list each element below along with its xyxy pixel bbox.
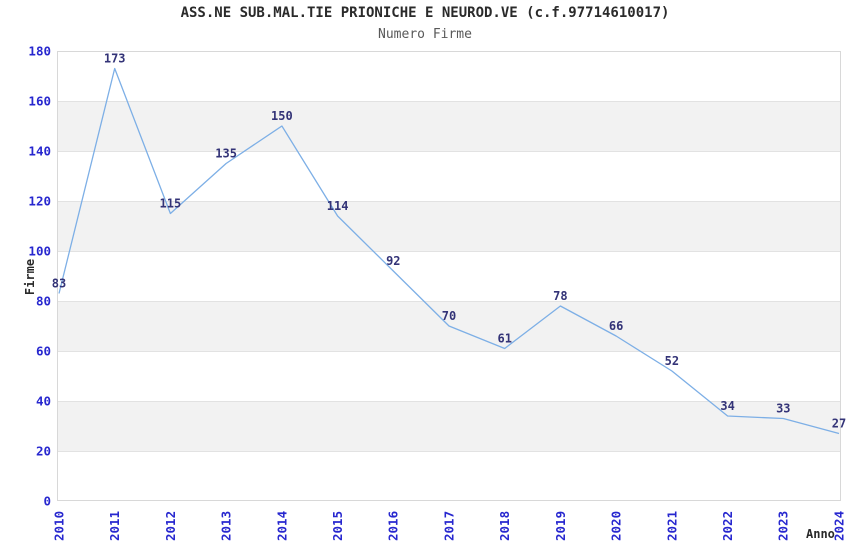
x-tick-label: 2012 — [163, 511, 178, 541]
x-tick-label: 2022 — [720, 511, 735, 541]
x-tick-label: 2024 — [831, 511, 846, 541]
y-grid-band — [57, 401, 841, 451]
y-grid-band — [57, 201, 841, 251]
y-tick-label: 20 — [36, 443, 51, 458]
data-point-label: 135 — [215, 147, 237, 161]
x-tick-label: 2017 — [441, 511, 456, 541]
data-point-label: 52 — [665, 354, 679, 368]
x-tick-label: 2015 — [330, 511, 345, 541]
x-axis-title: Anno — [806, 527, 835, 541]
y-tick-label: 40 — [36, 393, 51, 408]
data-point-label: 92 — [386, 254, 400, 268]
x-tick-label: 2018 — [497, 511, 512, 541]
data-point-label: 150 — [271, 109, 293, 123]
data-point-label: 61 — [497, 332, 511, 346]
data-line — [58, 67, 840, 435]
x-tick-label: 2010 — [51, 511, 66, 541]
x-tick-label: 2023 — [776, 511, 791, 541]
data-point-label: 34 — [720, 399, 734, 413]
x-tick-label: 2019 — [553, 511, 568, 541]
y-tick-label: 140 — [28, 143, 51, 158]
plot-border — [57, 51, 841, 501]
x-tick-label: 2013 — [218, 511, 233, 541]
y-tick-label: 180 — [28, 43, 51, 58]
x-tick-label: 2014 — [274, 511, 289, 541]
x-tick-label: 2011 — [107, 511, 122, 541]
data-point-label: 27 — [832, 417, 846, 431]
y-tick-label: 100 — [28, 243, 51, 258]
y-tick-label: 0 — [43, 493, 51, 508]
x-tick-label: 2020 — [608, 511, 623, 541]
y-tick-label: 120 — [28, 193, 51, 208]
chart-title: ASS.NE SUB.MAL.TIE PRIONICHE E NEUROD.VE… — [180, 5, 670, 21]
data-point-label: 70 — [442, 309, 456, 323]
y-tick-label: 80 — [36, 293, 51, 308]
y-grid-band — [57, 101, 841, 151]
data-point-label: 83 — [52, 277, 66, 291]
y-tick-label: 160 — [28, 93, 51, 108]
data-point-label: 33 — [776, 402, 790, 416]
x-tick-label: 2016 — [386, 511, 401, 541]
data-point-label: 115 — [160, 197, 182, 211]
x-tick-label: 2021 — [664, 511, 679, 541]
data-point-label: 114 — [327, 199, 349, 213]
data-point-label: 66 — [609, 319, 623, 333]
chart-subtitle: Numero Firme — [378, 27, 472, 42]
data-point-label: 173 — [104, 52, 126, 66]
data-point-label: 78 — [553, 289, 567, 303]
y-tick-label: 60 — [36, 343, 51, 358]
